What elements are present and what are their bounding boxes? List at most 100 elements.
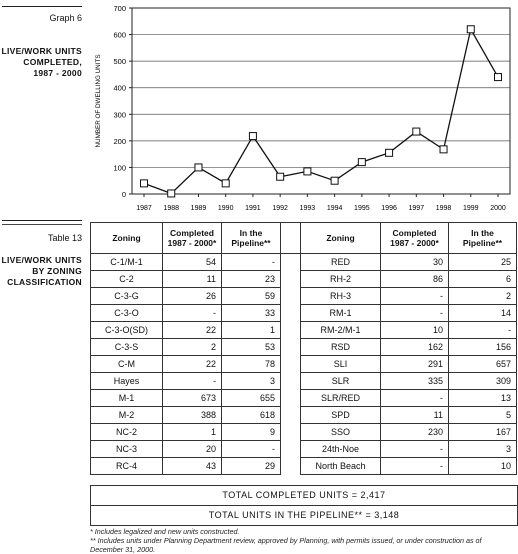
pipeline-cell: 10 bbox=[448, 457, 517, 475]
pipeline-cell: 9 bbox=[221, 423, 281, 441]
table-row: M-1 673 655 SLR/RED -13 bbox=[90, 389, 517, 407]
data-point bbox=[140, 179, 148, 188]
graph-title-line-2: COMPLETED, bbox=[23, 57, 82, 67]
zoning-cell: RSD bbox=[300, 338, 381, 356]
x-tick-label: 1996 bbox=[381, 205, 397, 212]
table-row: C-3-G 26 59 RH-3-2 bbox=[90, 287, 517, 305]
chart-series bbox=[140, 25, 502, 198]
pipeline-cell: 78 bbox=[221, 355, 281, 373]
footnote-1: * Includes legalized and new units const… bbox=[90, 527, 240, 536]
x-tick-label: 1987 bbox=[136, 205, 152, 212]
completed-cell: - bbox=[162, 372, 222, 390]
table-gap-cell bbox=[280, 457, 301, 475]
table-rule-2 bbox=[2, 224, 82, 225]
zoning-cell: C-3-O(SD) bbox=[90, 321, 163, 339]
pipeline-cell: 657 bbox=[448, 355, 517, 373]
completed-cell: 86 bbox=[380, 270, 449, 288]
header-zoning-left: Zoning bbox=[90, 222, 163, 254]
table-row: M-2 388 618 SPD 11 5 bbox=[90, 406, 517, 424]
footnote-2: ** Includes units under Planning Departm… bbox=[90, 536, 482, 554]
x-tick-label: 1998 bbox=[436, 205, 452, 212]
zoning-cell: RC-4 bbox=[90, 457, 163, 475]
table-row: C-3-S 2 53 RSD 162 156 bbox=[90, 338, 517, 356]
data-point bbox=[412, 127, 421, 136]
table-row: NC-3 20-24th-Noe -3 bbox=[90, 440, 517, 458]
completed-cell: 22 bbox=[162, 355, 222, 373]
table-gap-cell bbox=[280, 287, 301, 305]
pipeline-cell: 1 bbox=[221, 321, 281, 339]
completed-cell: 388 bbox=[162, 406, 222, 424]
completed-cell: 673 bbox=[162, 389, 222, 407]
table-row: NC-2 1 9 SSO 230 167 bbox=[90, 423, 517, 441]
table-gap-cell bbox=[280, 389, 301, 407]
x-tick-label: 1993 bbox=[300, 205, 316, 212]
header-zoning-right: Zoning bbox=[300, 222, 381, 254]
table-gap-cell bbox=[280, 406, 301, 424]
completed-cell: - bbox=[380, 389, 449, 407]
header-pipeline-right: In the Pipeline** bbox=[448, 222, 517, 254]
completed-cell: 20 bbox=[162, 440, 222, 458]
pipeline-cell: 23 bbox=[221, 270, 281, 288]
completed-cell: 22 bbox=[162, 321, 222, 339]
line-chart: 0 100 200 300 400 500 600 700 1987 1988 1989 1990 19… bbox=[95, 4, 511, 212]
pipeline-cell: - bbox=[221, 440, 281, 458]
chart-grid bbox=[132, 7, 510, 195]
pipeline-cell: 5 bbox=[448, 406, 517, 424]
data-point bbox=[385, 148, 394, 157]
graph-rule bbox=[2, 6, 82, 7]
completed-cell: - bbox=[380, 440, 449, 458]
data-point bbox=[276, 172, 285, 181]
completed-cell: 2 bbox=[162, 338, 222, 356]
x-tick-label: 1992 bbox=[272, 205, 288, 212]
zoning-cell: SLI bbox=[300, 355, 381, 373]
x-tick-label: 1990 bbox=[218, 205, 234, 212]
y-tick-label: 600 bbox=[113, 31, 126, 40]
x-tick-label: 1989 bbox=[191, 205, 207, 212]
pipeline-cell: 59 bbox=[221, 287, 281, 305]
zoning-cell: RM-2/M-1 bbox=[300, 321, 381, 339]
y-tick-label: 100 bbox=[113, 163, 126, 172]
data-point bbox=[167, 189, 176, 198]
pipeline-cell: 29 bbox=[221, 457, 281, 475]
completed-cell: 291 bbox=[380, 355, 449, 373]
completed-cell: 11 bbox=[162, 270, 222, 288]
x-tick-label: 1991 bbox=[245, 205, 261, 212]
graph-title-line-1: LIVE/WORK UNITS bbox=[1, 46, 82, 56]
total-completed: TOTAL COMPLETED UNITS = 2,417 bbox=[222, 490, 386, 500]
zoning-cell: C-3-S bbox=[90, 338, 163, 356]
pipeline-cell: 655 bbox=[221, 389, 281, 407]
pipeline-cell: 618 bbox=[221, 406, 281, 424]
table-gap-cell bbox=[280, 321, 301, 339]
table-title-line-3: CLASSIFICATION bbox=[7, 277, 82, 287]
data-point bbox=[303, 167, 312, 176]
completed-cell: 54 bbox=[162, 253, 222, 271]
table-gap-cell bbox=[280, 304, 301, 322]
x-tick-label: 1999 bbox=[463, 205, 479, 212]
plot-frame bbox=[131, 7, 511, 195]
zoning-table: Zoning Completed 1987 - 2000* In the Pip… bbox=[90, 222, 517, 475]
table-gap-cell bbox=[280, 338, 301, 356]
table-caption: Table 13 bbox=[47, 233, 82, 243]
pipeline-cell: 3 bbox=[221, 372, 281, 390]
zoning-cell: NC-3 bbox=[90, 440, 163, 458]
pipeline-cell: - bbox=[448, 321, 517, 339]
pipeline-cell: 14 bbox=[448, 304, 517, 322]
y-axis-label: NUMBER OF DWELLING UNITS bbox=[95, 54, 102, 147]
y-tick-label: 500 bbox=[113, 57, 126, 66]
table-gap-cell bbox=[280, 440, 301, 458]
x-tick-label: 2000 bbox=[490, 205, 506, 212]
data-point bbox=[194, 163, 203, 172]
table-gap bbox=[280, 222, 301, 254]
y-tick-label: 300 bbox=[113, 110, 126, 119]
completed-cell: - bbox=[380, 457, 449, 475]
x-tick-label: 1997 bbox=[409, 205, 425, 212]
data-point bbox=[494, 73, 502, 82]
zoning-cell: North Beach bbox=[300, 457, 381, 475]
zoning-cell: RH-2 bbox=[300, 270, 381, 288]
table-row: C-3-O -33 RM-1-14 bbox=[90, 304, 517, 322]
data-point bbox=[466, 25, 475, 34]
x-tick-label: 1994 bbox=[327, 205, 343, 212]
table-gap-cell bbox=[280, 355, 301, 373]
pipeline-cell: 25 bbox=[448, 253, 517, 271]
totals-box: TOTAL COMPLETED UNITS = 2,417 TOTAL UNIT… bbox=[90, 485, 518, 526]
